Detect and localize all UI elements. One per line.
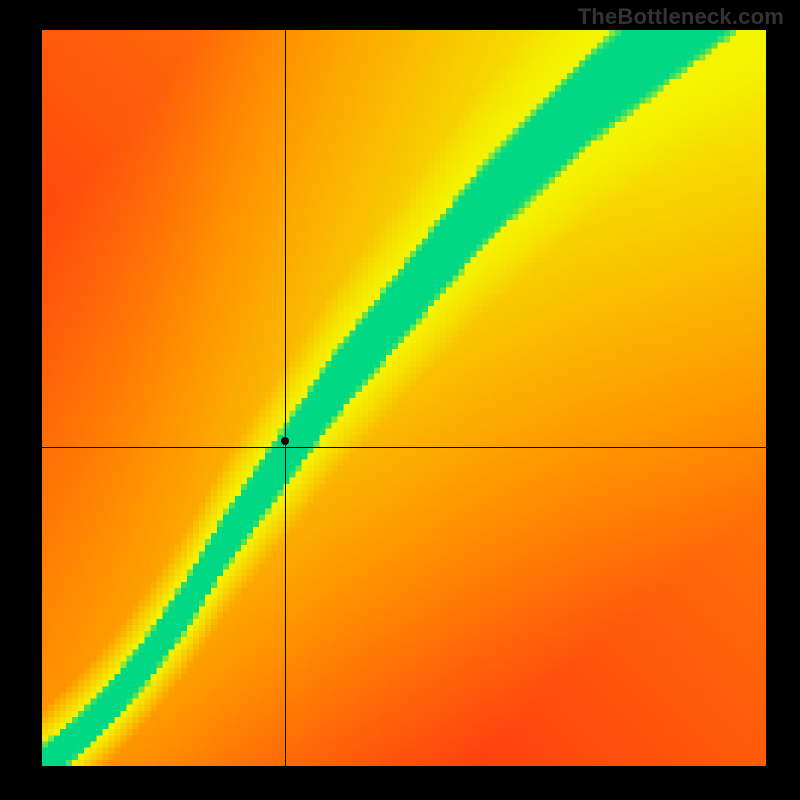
marker-dot: [281, 437, 289, 445]
crosshair-horizontal: [42, 447, 766, 448]
heatmap-canvas: [42, 30, 766, 766]
plot-border-right: [766, 0, 800, 800]
plot-border-left: [0, 0, 42, 800]
watermark-text: TheBottleneck.com: [578, 4, 784, 30]
chart-container: TheBottleneck.com: [0, 0, 800, 800]
plot-border-bottom: [0, 766, 800, 800]
crosshair-vertical: [285, 30, 286, 766]
